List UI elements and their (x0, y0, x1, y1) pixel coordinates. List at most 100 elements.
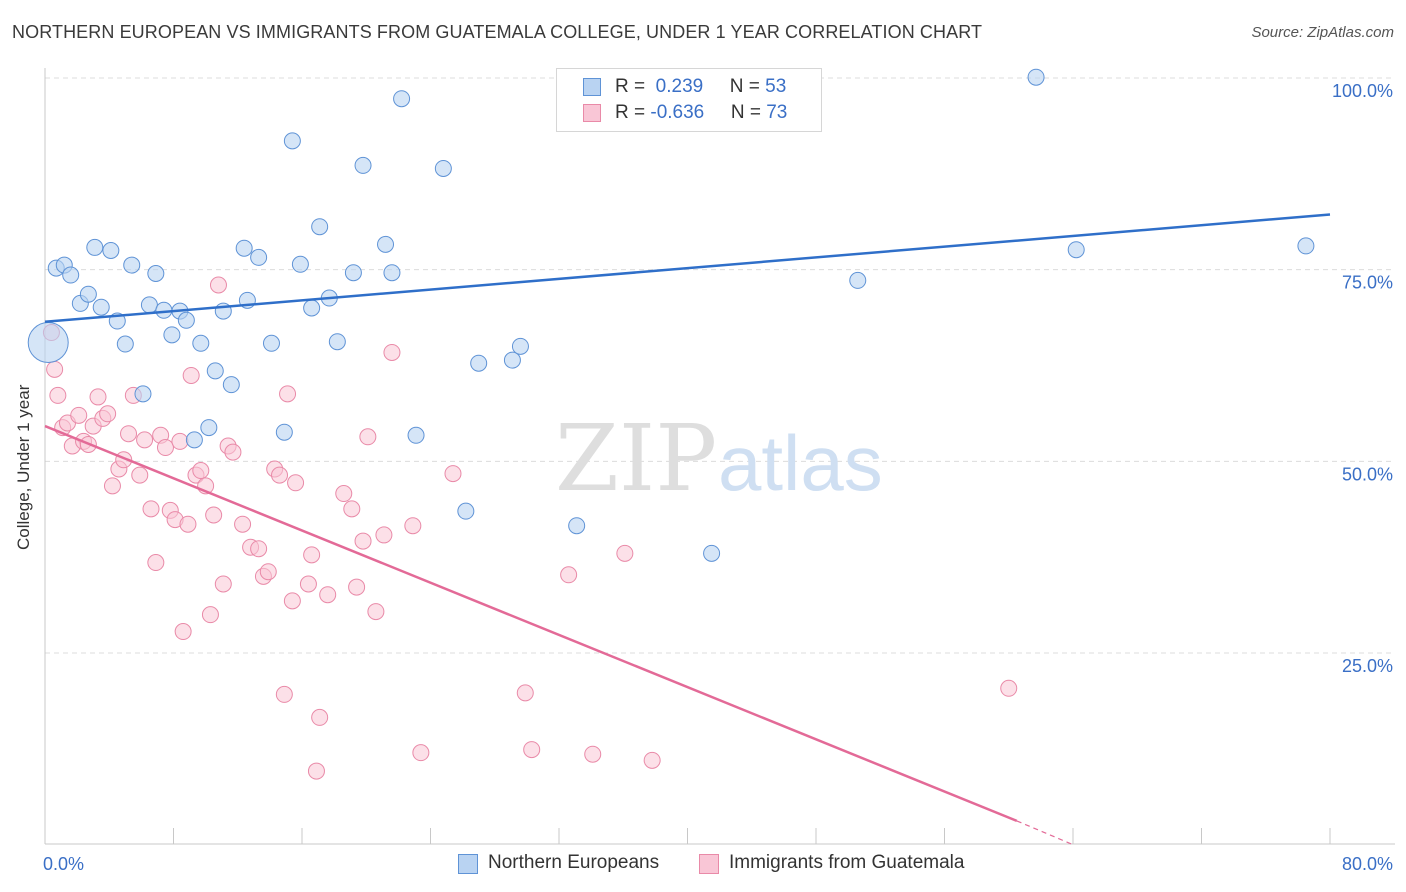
data-point-guatemala (99, 405, 117, 423)
y-axis-label: College, Under 1 year (14, 384, 33, 550)
data-point-northern-european (393, 90, 411, 108)
data-point-northern-european (383, 264, 401, 282)
data-point-northern-european (200, 419, 218, 437)
x-tick-label: 0.0% (43, 854, 84, 874)
data-point-northern-european (123, 256, 141, 274)
watermark: ZIP atlas (555, 405, 883, 512)
blue-points (27, 68, 1315, 562)
bottom-legend-swatch-pink (699, 854, 719, 874)
source-label: Source: ZipAtlas.com (1251, 24, 1394, 41)
data-point-northern-european (192, 334, 210, 352)
data-point-guatemala (404, 517, 422, 535)
data-point-northern-european (235, 239, 253, 257)
data-point-northern-european (470, 354, 488, 372)
data-point-northern-european (275, 423, 293, 441)
data-point-northern-european (140, 296, 158, 314)
data-point-northern-european (377, 235, 395, 253)
data-point-guatemala (319, 586, 337, 604)
axes (44, 68, 1395, 845)
data-point-northern-european (434, 159, 452, 177)
data-point-northern-european (328, 333, 346, 351)
data-point-northern-european (27, 322, 69, 363)
y-tick-label: 25.0% (1342, 656, 1393, 676)
legend-r-label: R = (615, 102, 651, 123)
data-point-northern-european (262, 334, 280, 352)
bottom-legend-label: Northern Europeans (488, 852, 660, 873)
data-point-guatemala (303, 546, 321, 564)
data-point-guatemala (560, 566, 578, 584)
data-point-northern-european (703, 544, 721, 562)
data-point-northern-european (1027, 68, 1045, 86)
data-point-guatemala (311, 708, 329, 726)
data-point-guatemala (259, 563, 277, 581)
data-point-northern-european (344, 264, 362, 282)
data-point-northern-european (79, 285, 97, 303)
data-point-guatemala (299, 575, 317, 593)
data-point-guatemala (174, 623, 192, 641)
data-point-guatemala (182, 366, 200, 384)
data-point-guatemala (359, 428, 377, 446)
data-point-guatemala (584, 745, 602, 763)
y-tick-label: 100.0% (1332, 81, 1393, 101)
data-point-northern-european (134, 385, 152, 403)
trend-lines (44, 213, 1331, 846)
data-point-guatemala (1000, 679, 1018, 697)
legend-n-label: N = (729, 76, 766, 97)
data-point-guatemala (375, 526, 393, 544)
data-point-guatemala (287, 474, 305, 492)
data-point-northern-european (849, 271, 867, 289)
bottom-legend-swatch-blue (458, 854, 478, 874)
data-point-guatemala (131, 466, 149, 484)
data-point-northern-european (1297, 237, 1315, 255)
watermark-atlas: atlas (718, 419, 883, 507)
chart-title: NORTHERN EUROPEAN VS IMMIGRANTS FROM GUA… (12, 22, 983, 42)
data-point-northern-european (147, 265, 165, 282)
correlation-legend: R = 0.239 N = 53 R = -0.636 N = 73 (556, 68, 822, 132)
legend-swatch-blue (583, 78, 601, 96)
data-point-guatemala (367, 603, 385, 621)
data-point-northern-european (303, 299, 321, 317)
data-point-northern-european (177, 311, 195, 329)
data-point-northern-european (1067, 241, 1085, 259)
data-point-northern-european (163, 326, 181, 344)
data-point-guatemala (136, 431, 154, 449)
data-point-guatemala (201, 606, 219, 624)
data-point-guatemala (147, 554, 165, 572)
data-point-guatemala (224, 443, 242, 461)
data-point-guatemala (179, 515, 197, 533)
data-point-guatemala (70, 406, 88, 424)
pink-points (42, 276, 1018, 780)
legend-n-value: 73 (766, 102, 788, 123)
data-point-northern-european (311, 218, 329, 236)
data-point-northern-european (283, 132, 301, 150)
data-point-guatemala (205, 506, 223, 524)
data-point-northern-european (291, 255, 309, 273)
data-point-guatemala (234, 515, 252, 533)
data-point-northern-european (222, 376, 240, 394)
data-point-guatemala (192, 462, 210, 480)
legend-r-value: -0.636 (650, 102, 705, 123)
data-point-guatemala (171, 432, 189, 450)
data-point-guatemala (354, 532, 372, 550)
legend-r-label: R = (615, 76, 651, 97)
data-point-guatemala (348, 578, 366, 596)
legend-n-label: N = (730, 102, 767, 123)
data-point-northern-european (250, 248, 268, 266)
data-point-northern-european (568, 517, 586, 535)
data-point-northern-european (354, 156, 372, 174)
data-point-northern-european (62, 266, 80, 284)
legend-swatch-pink (583, 104, 601, 122)
x-tick-label: 80.0% (1342, 854, 1393, 874)
data-point-guatemala (209, 276, 227, 294)
y-tick-label: 50.0% (1342, 464, 1393, 484)
data-point-guatemala (103, 477, 121, 495)
data-point-guatemala (120, 425, 138, 443)
data-point-northern-european (457, 502, 475, 520)
data-point-guatemala (49, 386, 67, 404)
data-point-northern-european (185, 431, 203, 449)
data-point-northern-european (407, 426, 425, 444)
trend-line-northern-europeans (44, 213, 1331, 324)
data-point-northern-european (102, 242, 120, 259)
trend-line-guatemala (44, 424, 1018, 823)
data-point-guatemala (616, 544, 634, 562)
